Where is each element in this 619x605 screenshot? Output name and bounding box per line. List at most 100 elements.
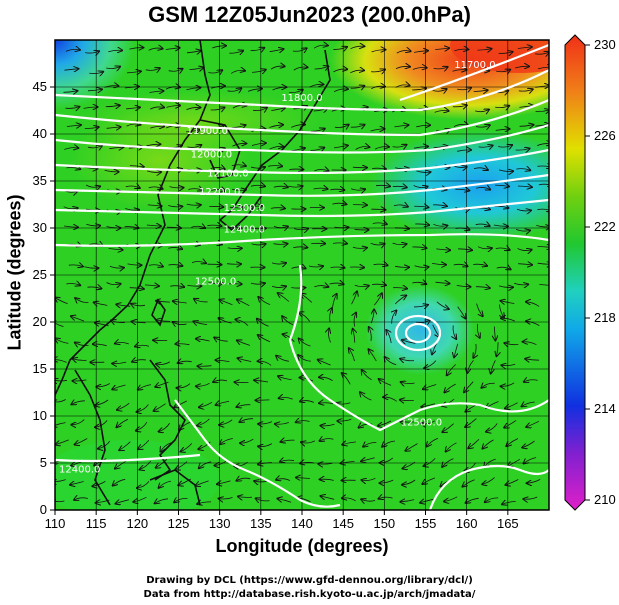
- streamline-arrow: [196, 339, 210, 341]
- streamline-arrow: [156, 320, 171, 321]
- streamline-arrow: [138, 384, 152, 390]
- colorbar-tick-label: 230: [594, 37, 616, 52]
- streamline-arrow: [392, 186, 407, 187]
- streamline-arrow: [175, 344, 190, 345]
- streamline-arrow: [416, 320, 430, 323]
- streamline-arrow: [96, 500, 110, 503]
- y-axis: 0 5 10 15 20 25 30 35 40 45: [33, 79, 55, 517]
- coast-borneo: [149, 469, 201, 506]
- streamline-arrow: [371, 70, 385, 72]
- streamline-arrow: [457, 306, 466, 319]
- streamline-arrow: [360, 392, 372, 401]
- streamline-arrow: [400, 500, 415, 502]
- streamline-arrow: [186, 51, 201, 53]
- streamline-arrow: [96, 383, 111, 387]
- streamline-arrow: [401, 382, 415, 384]
- streamline-arrow: [421, 420, 435, 424]
- streamline-arrow: [126, 71, 141, 73]
- streamline-arrow: [538, 184, 549, 186]
- streamline-arrow: [251, 244, 266, 245]
- streamline-arrow: [496, 70, 510, 72]
- streamline-arrow: [189, 68, 204, 70]
- streamline-arrow: [354, 313, 356, 327]
- streamline-arrow: [278, 499, 292, 503]
- streamline-arrow: [416, 171, 430, 173]
- streamline-arrow: [457, 150, 471, 151]
- streamline-arrow: [87, 287, 102, 289]
- streamline-arrow: [199, 461, 212, 469]
- streamline-arrow: [299, 339, 311, 347]
- streamline-arrow: [436, 301, 449, 309]
- streamline-arrow: [198, 441, 211, 449]
- streamline-arrow: [386, 330, 392, 344]
- streamline-arrow: [516, 209, 531, 211]
- streamline-arrow: [168, 265, 183, 266]
- streamline-arrow: [238, 497, 253, 498]
- streamline-arrow: [328, 329, 330, 343]
- streamline-arrow: [517, 249, 532, 251]
- streamline-arrow: [363, 442, 377, 446]
- x-tick-label: 110: [45, 516, 66, 531]
- streamline-arrow: [196, 480, 209, 486]
- streamline-arrow: [269, 49, 284, 52]
- streamline-arrow: [140, 460, 152, 469]
- streamline-arrow: [319, 403, 334, 404]
- streamline-arrow: [231, 165, 246, 166]
- streamline-arrow: [313, 188, 328, 189]
- streamline-arrow: [168, 69, 183, 71]
- streamline-arrow: [374, 147, 389, 149]
- streamline-arrow: [415, 224, 429, 225]
- streamline-arrow: [74, 498, 89, 500]
- streamline-arrow: [320, 439, 334, 441]
- height-contours: [55, 43, 549, 510]
- streamline-arrow: [380, 479, 394, 483]
- streamline-arrow: [106, 283, 121, 285]
- streamline-arrow: [73, 380, 87, 381]
- streamline-arrow: [197, 418, 210, 426]
- streamline-arrow: [94, 302, 108, 305]
- streamline-arrow: [392, 311, 397, 324]
- streamline-arrow: [385, 357, 397, 366]
- streamline-arrow: [402, 340, 416, 343]
- streamline-arrow: [515, 229, 530, 231]
- streamline-arrow: [174, 498, 188, 502]
- streamline-arrow: [481, 383, 495, 388]
- streamline-arrow: [168, 206, 182, 207]
- streamline-arrow: [227, 248, 242, 249]
- streamline-arrow: [270, 66, 285, 70]
- streamline-arrow: [177, 383, 191, 388]
- streamline-arrow: [433, 67, 448, 69]
- coast-philippines: [149, 359, 186, 481]
- streamline-arrow: [537, 209, 549, 211]
- streamline-arrow: [498, 145, 512, 147]
- streamline-arrow: [394, 125, 409, 127]
- streamline-arrow: [353, 329, 355, 343]
- streamline-arrow: [318, 360, 331, 366]
- streamline-arrow: [370, 129, 385, 131]
- streamline-arrow: [126, 124, 141, 126]
- streamline-arrow: [240, 419, 254, 422]
- x-tick-label: 140: [291, 516, 313, 531]
- streamline-arrow: [199, 401, 213, 407]
- streamline-arrow: [211, 190, 225, 191]
- x-tick-label: 150: [373, 516, 395, 531]
- streamline-arrow: [523, 497, 538, 499]
- streamline-arrow: [537, 67, 549, 69]
- streamline-arrow: [214, 338, 228, 342]
- streamline-arrow: [282, 316, 294, 326]
- streamline-arrow: [173, 322, 187, 325]
- streamline-arrow: [497, 342, 499, 356]
- streamline-arrow: [373, 264, 388, 265]
- streamline-arrow: [402, 479, 416, 485]
- coast-indochina: [74, 369, 111, 506]
- streamline-arrow: [117, 418, 129, 427]
- streamline-arrow: [135, 345, 150, 346]
- streamline-arrow: [444, 383, 456, 392]
- streamline-arrow: [70, 482, 84, 485]
- streamline-arrow: [435, 282, 450, 283]
- streamline-arrow: [106, 67, 120, 69]
- colorbar: 210 214 218 222 226 230: [564, 34, 616, 511]
- streamline-arrow: [175, 461, 188, 470]
- streamline-arrow: [332, 203, 346, 204]
- streamline-arrow: [278, 293, 290, 302]
